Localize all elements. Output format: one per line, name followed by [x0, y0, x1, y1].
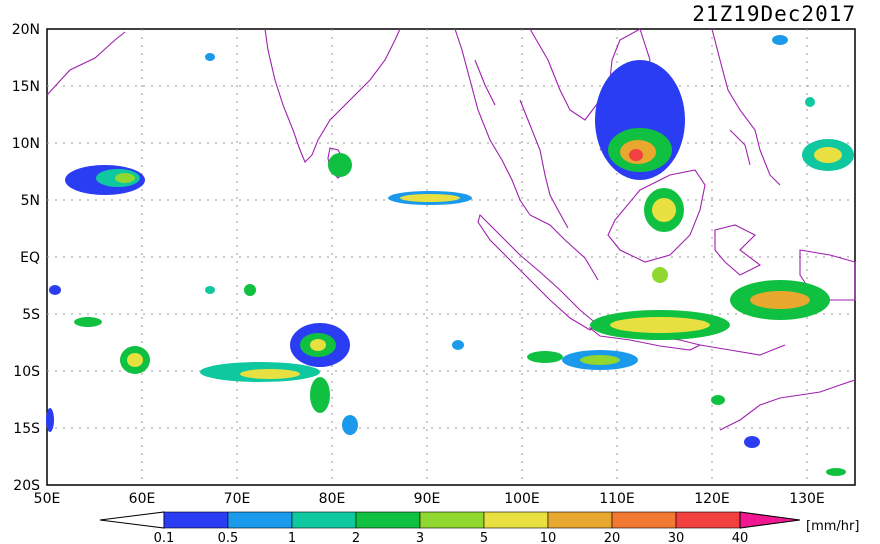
- lat-label: 5N: [21, 193, 40, 209]
- colorbar-tick-label: 3: [416, 531, 424, 544]
- longitude-labels: 50E 60E 70E 80E 90E 100E 110E 120E 130E: [34, 491, 825, 507]
- colorbar-swatch: [675, 511, 741, 529]
- colorbar: 0.1 0.5 1 2 3 5 10 20 30 40: [99, 511, 801, 544]
- lat-label: 20S: [13, 478, 40, 494]
- colorbar-tick-label: 2: [352, 531, 360, 544]
- lat-label: 10N: [12, 136, 40, 152]
- colorbar-unit: [mm/hr]: [806, 519, 859, 534]
- colorbar-swatch: [547, 511, 613, 529]
- lat-label: EQ: [20, 250, 40, 266]
- colorbar-tick-label: 0.1: [154, 531, 175, 544]
- lon-label: 70E: [224, 491, 251, 507]
- lon-label: 120E: [694, 491, 730, 507]
- colorbar-tick-label: 40: [732, 531, 749, 544]
- colorbar-swatch: [163, 511, 229, 529]
- colorbar-swatch: [291, 511, 357, 529]
- colorbar-tick-label: 30: [668, 531, 685, 544]
- timestamp: 21Z19Dec2017: [692, 2, 856, 26]
- lat-label: 20N: [12, 22, 40, 38]
- colorbar-tick-label: 5: [480, 531, 488, 544]
- precipitation-fields: [46, 35, 854, 476]
- lat-label: 15N: [12, 79, 40, 95]
- latitude-labels: 20N 15N 10N 5N EQ 5S 10S 15S 20S: [12, 22, 40, 494]
- lon-label: 80E: [319, 491, 346, 507]
- colorbar-swatch: [355, 511, 421, 529]
- colorbar-swatch: [227, 511, 293, 529]
- colorbar-swatch: [483, 511, 549, 529]
- lat-label: 15S: [13, 421, 40, 437]
- colorbar-tick-label: 1: [288, 531, 296, 544]
- lat-label: 10S: [13, 364, 40, 380]
- lon-label: 100E: [504, 491, 540, 507]
- colorbar-under-triangle: [99, 511, 165, 529]
- lon-label: 110E: [599, 491, 635, 507]
- colorbar-tick-label: 20: [604, 531, 621, 544]
- coastlines: [46, 28, 856, 431]
- colorbar-over-triangle: [739, 511, 801, 529]
- lon-label: 60E: [129, 491, 156, 507]
- colorbar-tick-label: 10: [540, 531, 557, 544]
- lon-label: 50E: [34, 491, 61, 507]
- lat-label: 5S: [22, 307, 40, 323]
- lon-label: 130E: [789, 491, 825, 507]
- colorbar-swatch: [611, 511, 677, 529]
- colorbar-swatch: [419, 511, 485, 529]
- lon-label: 90E: [414, 491, 441, 507]
- colorbar-tick-label: 0.5: [218, 531, 239, 544]
